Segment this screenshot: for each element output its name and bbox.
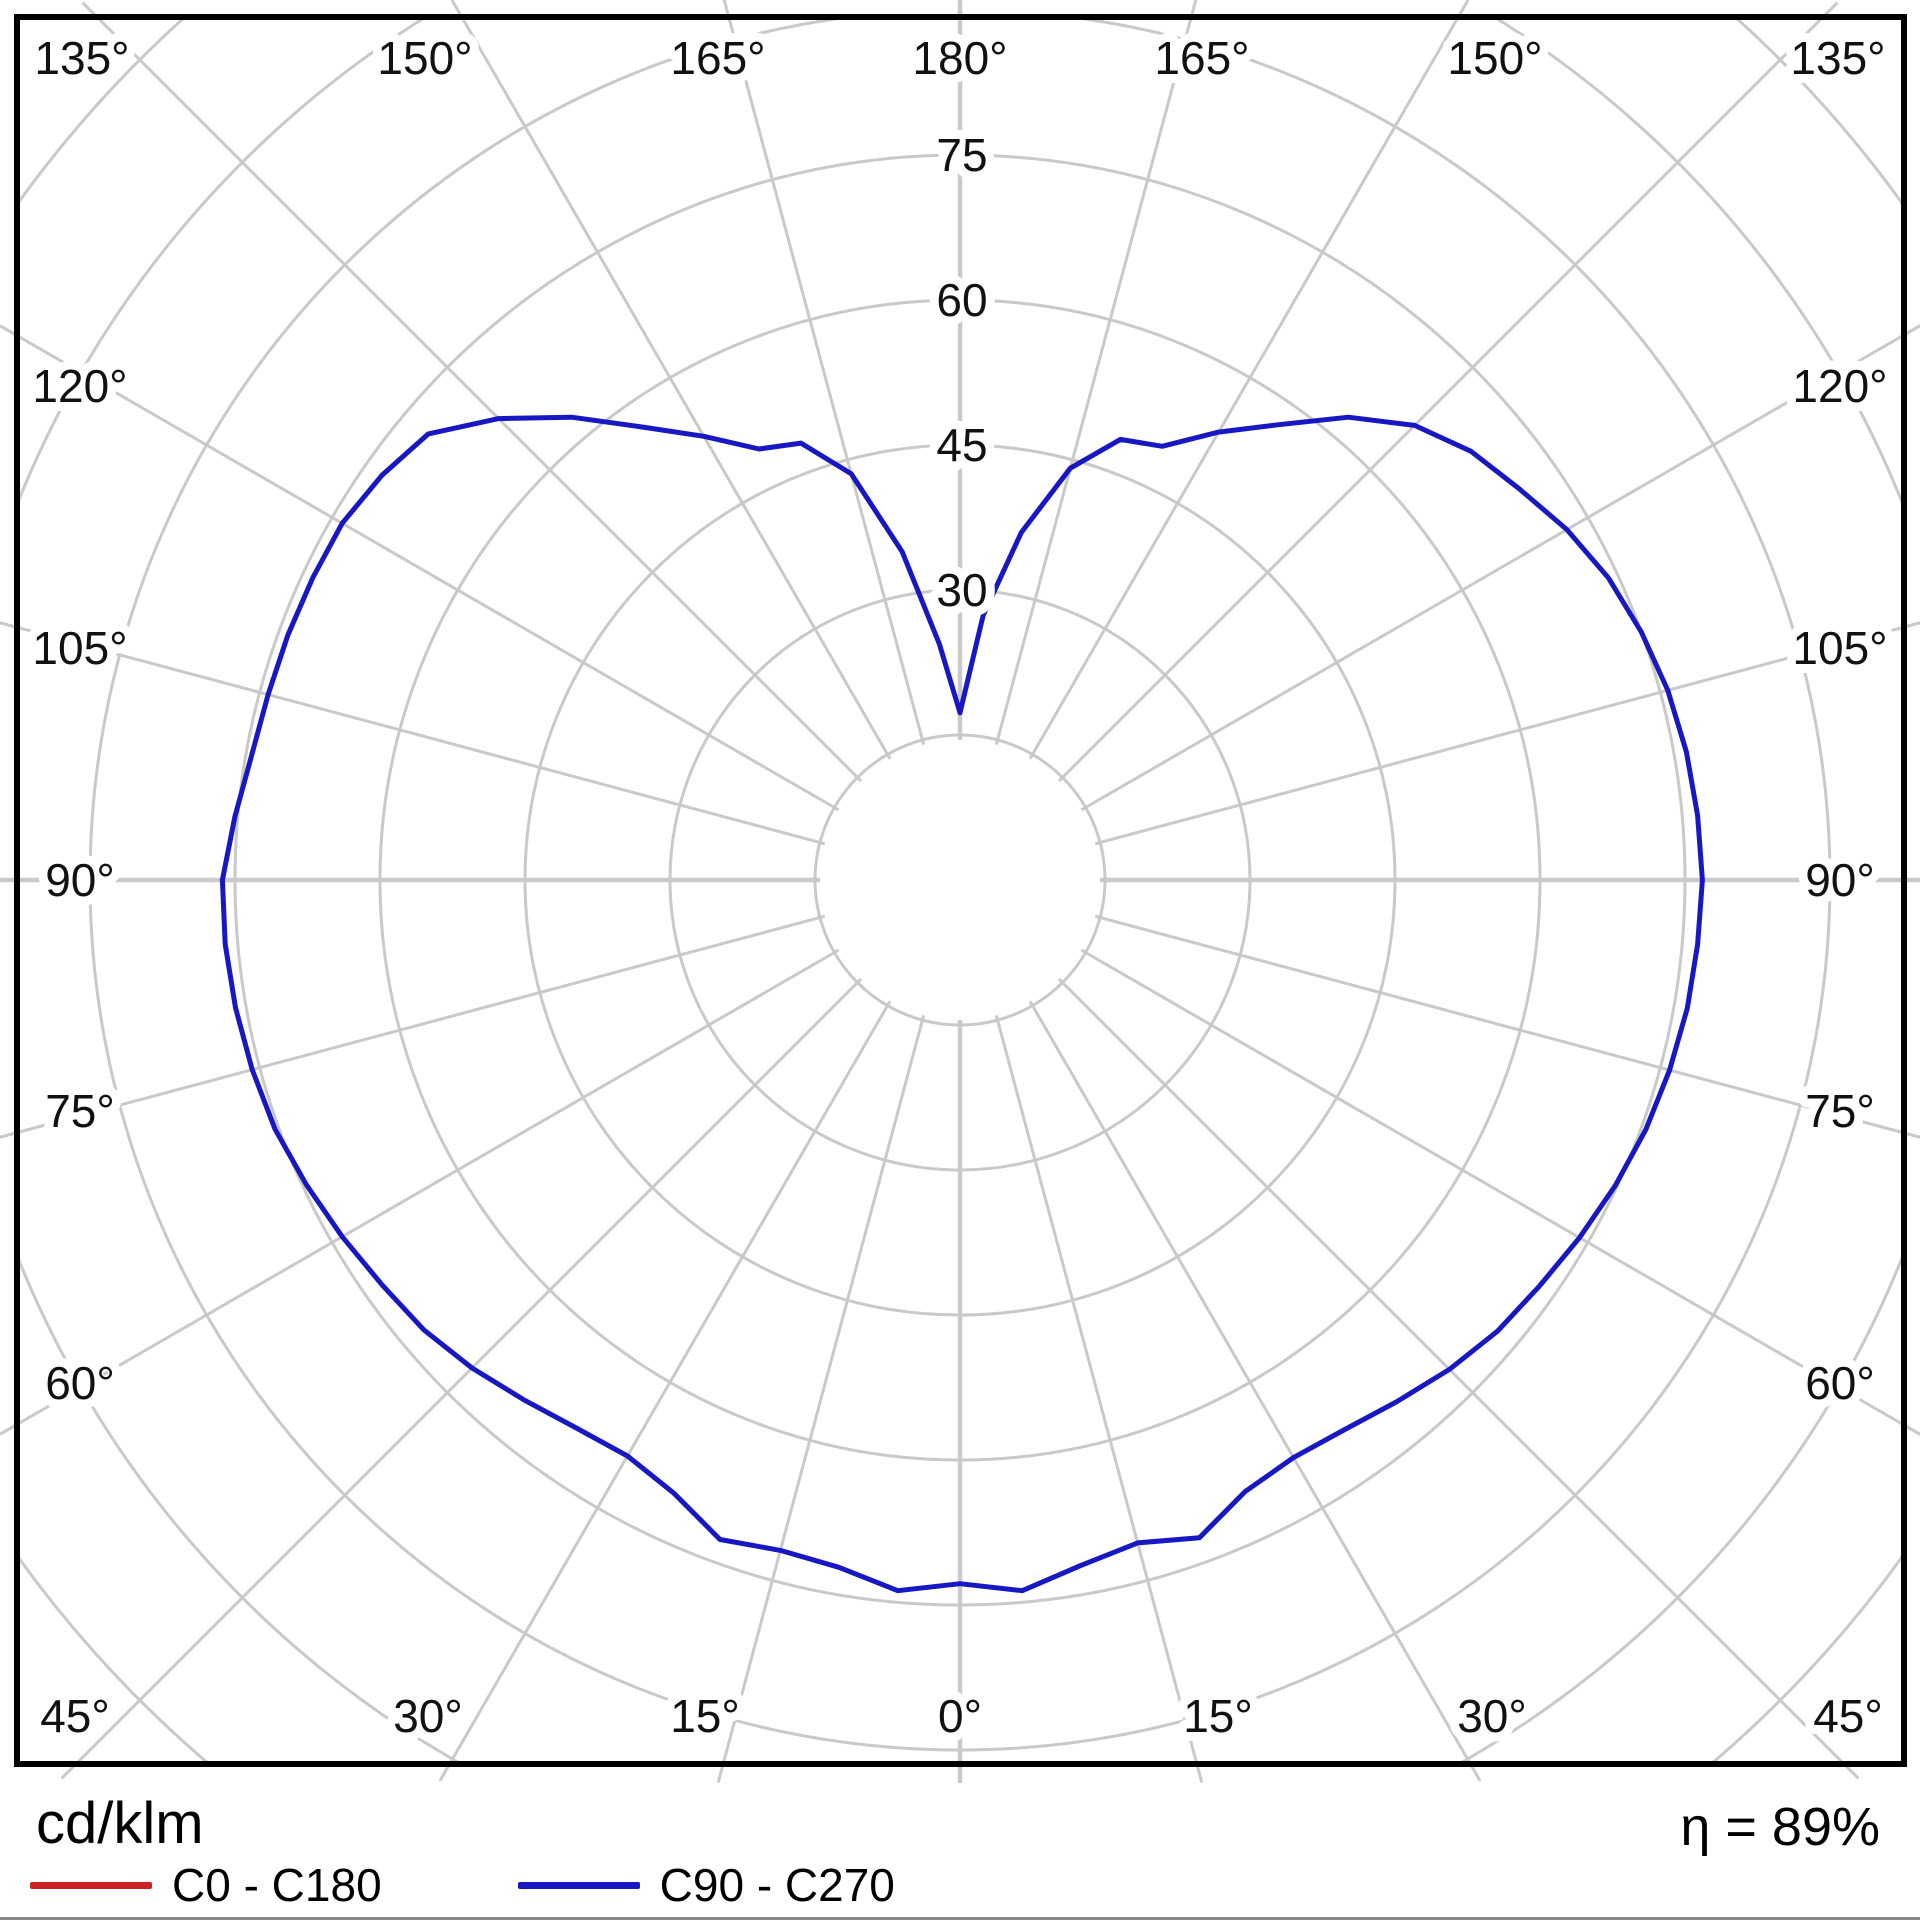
angle-label-bottom: 0° xyxy=(938,1690,982,1742)
radial-tick-label: 75 xyxy=(936,129,987,181)
radial-tick-label: 45 xyxy=(936,419,987,471)
axis-labels: 135° 150° 165° 180° 165° 150° 135° 120° 105° 90° 7… xyxy=(23,23,1896,1751)
angle-label-bottom: 15° xyxy=(1183,1690,1253,1742)
angle-label-bottom: 30° xyxy=(1457,1690,1527,1742)
angle-label-bottom: 15° xyxy=(670,1690,740,1742)
angle-label-top: 165° xyxy=(670,32,765,84)
angle-label-left: 60° xyxy=(45,1357,115,1409)
radial-tick-label: 60 xyxy=(936,274,987,326)
angle-label-right: 120° xyxy=(1792,360,1887,412)
angle-label-left: 90° xyxy=(45,854,115,906)
efficiency-label: η = 89% xyxy=(1680,1797,1880,1857)
page-bottom-edge xyxy=(0,1917,1920,1920)
angle-label-right: 90° xyxy=(1805,854,1875,906)
angle-label-bottom: 30° xyxy=(393,1690,463,1742)
angle-label-top: 165° xyxy=(1154,32,1249,84)
legend-item-c90-c270: C90 - C270 xyxy=(517,1858,895,1912)
c0-c180-line-swatch xyxy=(30,1881,152,1889)
angle-label-left: 120° xyxy=(32,360,127,412)
legend: C0 - C180 C90 - C270 xyxy=(30,1858,895,1912)
c90-c270-curve xyxy=(219,414,1705,1594)
angle-label-left: 105° xyxy=(32,622,127,674)
radial-tick-label: 30 xyxy=(936,564,987,616)
angle-label-left: 75° xyxy=(45,1085,115,1137)
angle-label-top: 150° xyxy=(377,32,472,84)
legend-label-c0-c180: C0 - C180 xyxy=(172,1859,382,1911)
angle-label-top: 135° xyxy=(1790,32,1885,84)
angle-label-top: 150° xyxy=(1447,32,1542,84)
c90-c270-line-swatch xyxy=(517,1881,640,1889)
plot-border xyxy=(14,14,1907,1767)
angle-label-bottom: 45° xyxy=(1813,1690,1883,1742)
angle-label-right: 105° xyxy=(1792,622,1887,674)
legend-label-c90-c270: C90 - C270 xyxy=(659,1859,895,1911)
angle-label-top: 135° xyxy=(34,32,129,84)
legend-item-c0-c180: C0 - C180 xyxy=(30,1858,382,1912)
angle-label-right: 60° xyxy=(1805,1357,1875,1409)
angle-label-right: 75° xyxy=(1805,1085,1875,1137)
polar-spokes xyxy=(0,0,1920,1783)
angle-label-top: 180° xyxy=(912,32,1007,84)
unit-label: cd/klm xyxy=(36,1791,204,1856)
angle-label-bottom: 45° xyxy=(40,1690,110,1742)
